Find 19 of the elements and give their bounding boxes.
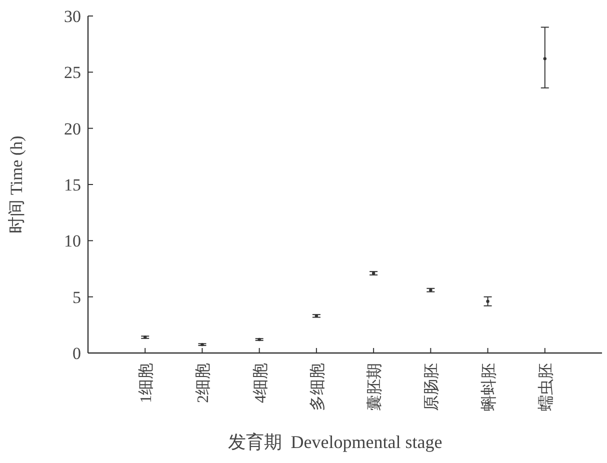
x-tick-label: 1细胞 bbox=[138, 363, 156, 403]
x-tick-label: 蠕虫胚 bbox=[536, 363, 555, 411]
x-tick-label: 原肠胚 bbox=[424, 363, 441, 411]
y-tick-label: 30 bbox=[64, 6, 81, 26]
y-tick-label: 20 bbox=[64, 119, 81, 138]
point bbox=[543, 57, 546, 60]
x-tick-label: 2细胞 bbox=[195, 363, 212, 403]
y-tick-label: 10 bbox=[64, 232, 81, 251]
x-axis-title: 发育期 Developmental stage bbox=[228, 432, 442, 452]
point bbox=[486, 300, 490, 303]
y-tick-label: 15 bbox=[64, 175, 81, 194]
y-tick-label: 5 bbox=[72, 288, 81, 307]
x-tick-label: 4细胞 bbox=[252, 363, 270, 403]
y-tick-label: 25 bbox=[64, 63, 81, 82]
x-tick-label: 囊胚期 bbox=[366, 363, 384, 411]
y-axis-title: 时间 Time (h) bbox=[7, 136, 26, 234]
x-tick-label: 多细胞 bbox=[308, 363, 326, 411]
y-tick-label: 0 bbox=[72, 344, 81, 363]
x-tick-label: 蝌蚪胚 bbox=[480, 363, 498, 411]
